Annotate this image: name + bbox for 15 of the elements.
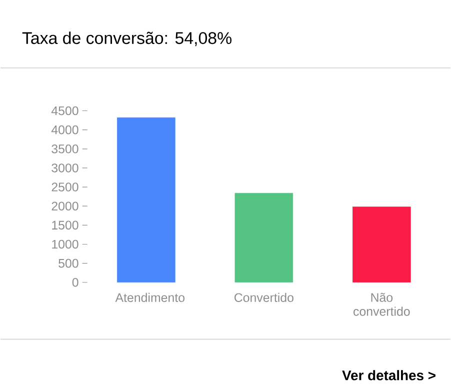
chart-title: Taxa de conversão: 54,08% (22, 32, 232, 46)
y-tick-label: 500 (58, 258, 78, 268)
text: Ver detalhes > (342, 370, 436, 380)
x-tick-label: Convertido (234, 292, 294, 302)
y-tick-label: 2500 (52, 182, 78, 192)
y-tick-label: 3000 (52, 164, 78, 172)
y-tick-label: 3500 (52, 144, 78, 154)
x-tick-label: Não convertido (354, 292, 410, 316)
y-tick-label: 1000 (52, 240, 78, 249)
y-tick-label: 2000 (52, 202, 78, 210)
y-tick-label: 0 (72, 278, 78, 287)
y-tick-label: 4500 (51, 106, 78, 116)
y-tick-label: 4000 (51, 125, 78, 134)
y-tick-label: 1500 (52, 220, 78, 230)
x-tick-label: Atendimento (115, 292, 184, 302)
